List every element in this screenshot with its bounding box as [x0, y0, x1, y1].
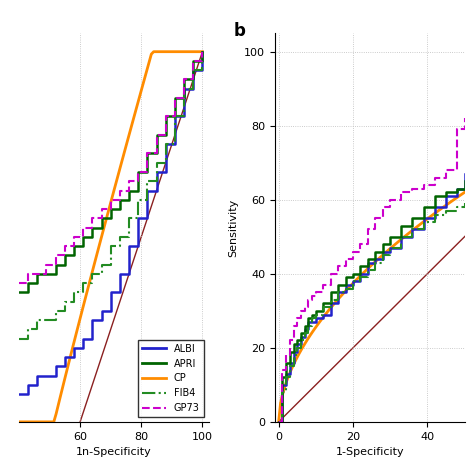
Y-axis label: Sensitivity: Sensitivity — [228, 199, 238, 256]
Legend: ALBI, APRI, CP, FIB4, GP73: ALBI, APRI, CP, FIB4, GP73 — [138, 340, 204, 417]
X-axis label: 1-Specificity: 1-Specificity — [336, 447, 404, 457]
X-axis label: 1n-Specificity: 1n-Specificity — [76, 447, 152, 457]
Text: b: b — [233, 21, 245, 39]
